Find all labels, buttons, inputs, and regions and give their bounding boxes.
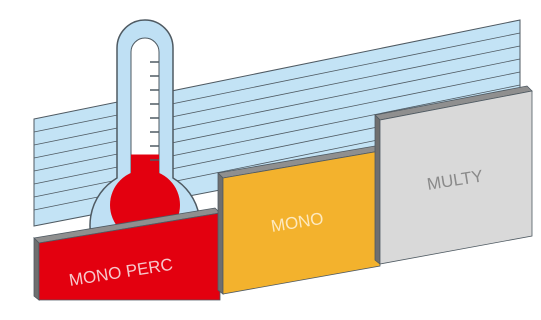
panel-mono-perc: MONO PERC: [33, 207, 221, 301]
panel-multy-face: [379, 90, 533, 265]
panel-mono-face: [222, 150, 381, 295]
panel-multy: MULTY: [374, 85, 533, 265]
panel-mono: MONO: [217, 145, 381, 295]
panel-mono-perc-face: [38, 212, 221, 301]
panel-mono-perc-side-edge: [33, 237, 40, 301]
panel-multy-side-edge: [374, 114, 381, 265]
panel-mono-side-edge: [217, 172, 224, 295]
thermometer-ticks: [150, 61, 159, 161]
